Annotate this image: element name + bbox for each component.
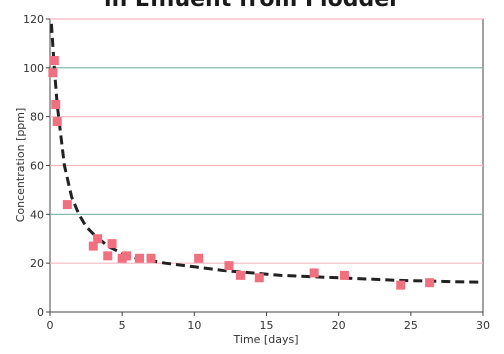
data-point xyxy=(146,253,156,263)
chart-title: in Effluent from Flodder xyxy=(0,0,504,13)
data-point xyxy=(107,239,117,249)
data-point xyxy=(121,251,131,261)
data-point xyxy=(134,253,144,263)
y-tick-label-0: 0 xyxy=(37,306,44,319)
data-points-layer xyxy=(48,56,435,290)
y-tick-label-120: 120 xyxy=(23,13,44,26)
x-tick-label-25: 25 xyxy=(404,319,418,332)
data-point xyxy=(103,251,113,261)
data-point xyxy=(88,241,98,251)
data-point xyxy=(254,273,264,283)
data-point xyxy=(224,261,234,271)
data-point xyxy=(62,200,72,210)
y-tick-label-40: 40 xyxy=(30,208,44,221)
data-point xyxy=(396,280,406,290)
x-tick-label-30: 30 xyxy=(476,319,490,332)
data-point xyxy=(48,68,58,78)
y-tick-label-100: 100 xyxy=(23,62,44,75)
data-point xyxy=(52,117,62,127)
data-point xyxy=(51,99,61,109)
data-point xyxy=(236,270,246,280)
data-point xyxy=(93,234,103,244)
x-tick-label-15: 15 xyxy=(260,319,274,332)
x-tick-label-5: 5 xyxy=(119,319,126,332)
y-axis-label: Concentration [ppm] xyxy=(14,108,27,223)
x-tick-label-0: 0 xyxy=(47,319,54,332)
x-axis-label: Time [days] xyxy=(233,333,299,346)
y-tick-label-20: 20 xyxy=(30,257,44,270)
data-point xyxy=(49,56,59,66)
y-tick-label-80: 80 xyxy=(30,111,44,124)
x-tick-label-10: 10 xyxy=(187,319,201,332)
axis-ticks: 0 20 40 60 80 100 120 0 5 10 15 20 25 30 xyxy=(23,13,490,332)
y-tick-label-60: 60 xyxy=(30,160,44,173)
x-tick-label-20: 20 xyxy=(332,319,346,332)
data-point xyxy=(425,278,435,288)
data-point xyxy=(339,270,349,280)
data-point xyxy=(194,253,204,263)
gridlines xyxy=(50,18,483,264)
data-point xyxy=(309,268,319,278)
